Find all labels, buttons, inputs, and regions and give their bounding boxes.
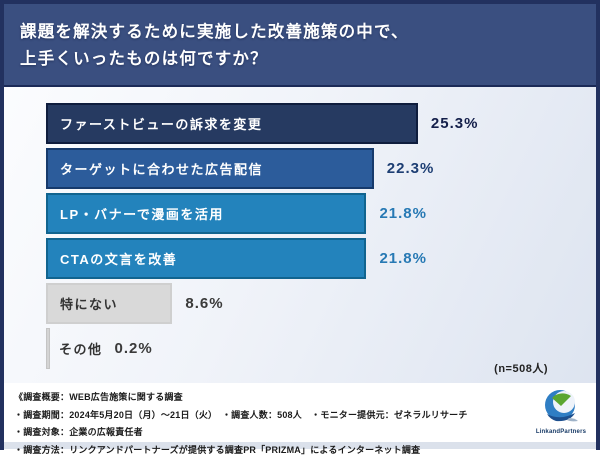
bar-value: 21.8%: [379, 205, 427, 222]
bar: ファーストビューの訴求を変更: [46, 103, 418, 144]
bar-value: 21.8%: [379, 250, 427, 267]
bar-row: LP・バナーで漫画を活用 21.8%: [46, 193, 596, 234]
bar-value: 25.3%: [430, 115, 479, 132]
sample-size-note: (n=508人): [494, 363, 548, 375]
bar-value: 8.6%: [185, 295, 224, 312]
page-title-line2: 上手くいったものは何ですか？: [20, 50, 268, 68]
bar-label: 特にない: [60, 297, 119, 312]
bar: [46, 328, 50, 369]
survey-target-line: ・調査対象：企業の広報責任者: [14, 427, 143, 438]
page-title: 課題を解決するために実施した改善施策の中で、 上手くいったものは何ですか？: [20, 19, 578, 73]
bottom-strip: [4, 442, 596, 449]
bar-label: LP・バナーで漫画を活用: [60, 207, 224, 222]
survey-method-line: ・調査方法：リンクアンドパートナーズが提供する調査PR「PRIZMA」によるイン…: [14, 444, 421, 455]
bar-chart: ファーストビューの訴求を変更 25.3% ターゲットに合わせた広告配信 22.3…: [4, 87, 596, 383]
page-title-line1: 課題を解決するために実施した改善施策の中で、: [20, 23, 409, 41]
bar-row: その他 0.2%: [46, 328, 596, 369]
bar: ターゲットに合わせた広告配信: [46, 148, 374, 189]
survey-overview-footer: 《調査概要：WEB広告施策に関する調査 ・調査期間：2024年5月20日（月）～…: [4, 383, 596, 455]
survey-period-line: ・調査期間：2024年5月20日（月）～21日（火） ・調査人数：508人 ・モ…: [14, 409, 468, 420]
title-panel: 課題を解決するために実施した改善施策の中で、 上手くいったものは何ですか？: [4, 4, 596, 87]
bar-value: 22.3%: [386, 160, 435, 177]
logo-swirl-icon: [545, 390, 578, 422]
bar: 特にない: [46, 283, 173, 324]
bar-row: ターゲットに合わせた広告配信 22.3%: [46, 148, 596, 189]
bar-label: ターゲットに合わせた広告配信: [60, 162, 264, 177]
bar: LP・バナーで漫画を活用: [46, 193, 367, 234]
bar-row: 特にない 8.6%: [46, 283, 596, 324]
bar-label: ファーストビューの訴求を変更: [60, 117, 263, 132]
survey-overview-title: 《調査概要：WEB広告施策に関する調査: [14, 392, 183, 402]
bar-rows: ファーストビューの訴求を変更 25.3% ターゲットに合わせた広告配信 22.3…: [46, 103, 596, 369]
bar-value: 0.2%: [114, 340, 153, 357]
link-and-partners-logo: LinkandPartners: [535, 388, 587, 435]
bar-row: CTAの文言を改善 21.8%: [46, 238, 596, 279]
logo-text: LinkandPartners: [535, 429, 587, 435]
bar-label-outside: その他: [59, 342, 103, 357]
bar-label: CTAの文言を改善: [60, 252, 178, 267]
bar: CTAの文言を改善: [46, 238, 367, 279]
bar-row: ファーストビューの訴求を変更 25.3%: [46, 103, 596, 144]
